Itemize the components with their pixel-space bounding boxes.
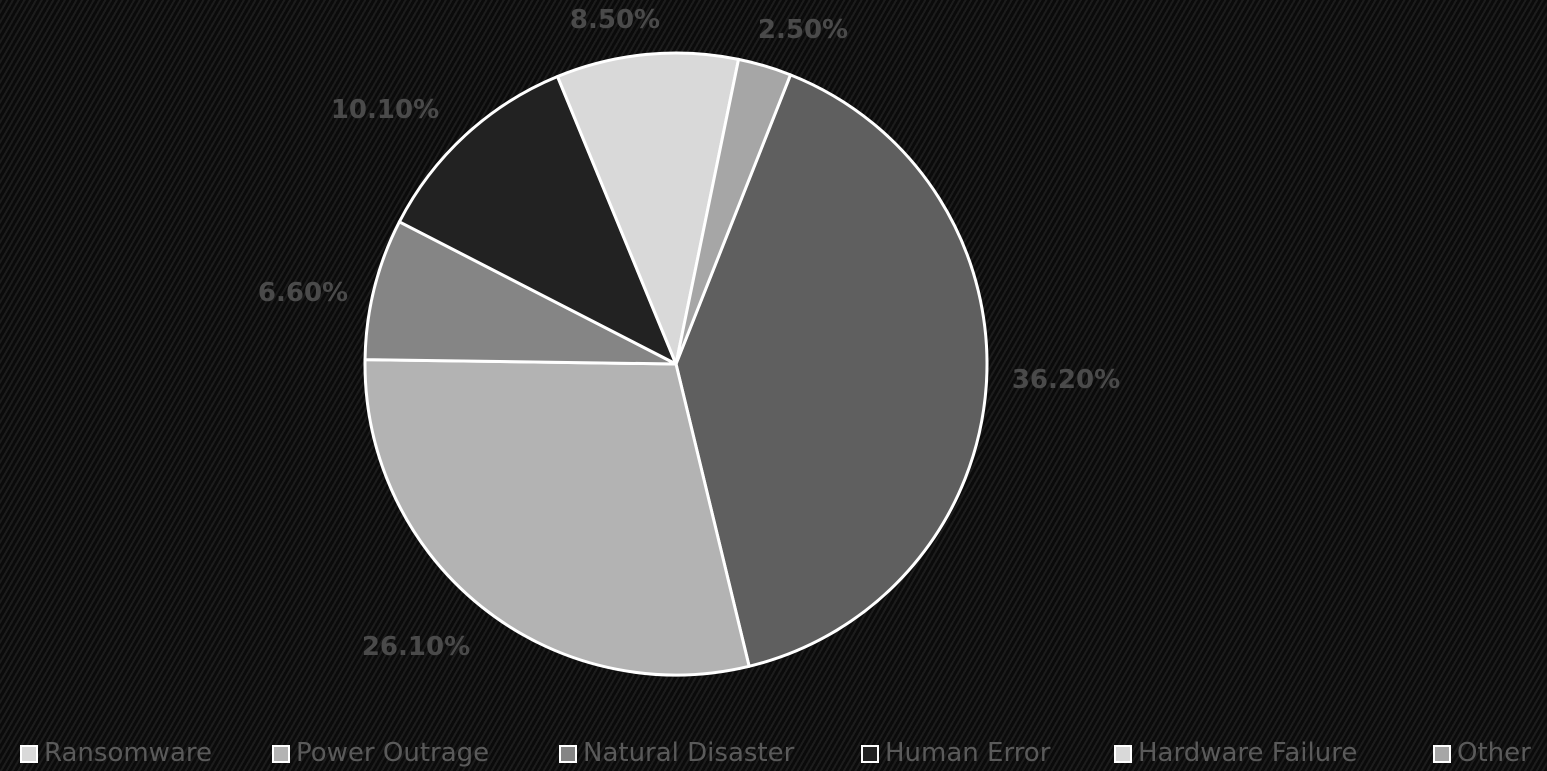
legend-swatch — [20, 744, 38, 763]
data-label-other: 2.50% — [758, 15, 848, 45]
legend-item-power-outrage: Power Outrage — [272, 736, 489, 771]
legend-item-hardware-failure: Hardware Failure — [1114, 736, 1357, 771]
legend-label: Natural Disaster — [583, 738, 795, 768]
chart-legend: Ransomware Power Outrage Natural Disaste… — [0, 736, 1547, 771]
legend-swatch — [861, 744, 879, 763]
legend-item-ransomware: Ransomware — [20, 736, 212, 771]
pie-slices — [363, 51, 989, 677]
legend-swatch — [559, 744, 577, 763]
pie-slice-human-error — [397, 74, 678, 366]
pie-slice-natural-disaster — [363, 220, 678, 366]
data-label-ransomware: 8.50% — [570, 5, 660, 35]
legend-swatch — [1114, 744, 1132, 763]
data-label-hardware-failure: 36.20% — [1012, 365, 1120, 395]
legend-swatch — [272, 744, 290, 763]
pie-data-labels: 36.20% 26.10% 6.60% 10.10% 8.50% 2.50% — [258, 5, 1120, 662]
data-label-human-error: 10.10% — [331, 95, 439, 125]
pie-slice-other — [674, 57, 792, 366]
pie-slice-power-outrage — [363, 358, 751, 677]
pie-slice-hardware-failure — [674, 73, 989, 668]
legend-item-human-error: Human Error — [861, 736, 1050, 771]
legend-label: Power Outrage — [296, 738, 490, 768]
data-label-natural-disaster: 6.60% — [258, 278, 348, 308]
legend-item-other: Other — [1433, 736, 1531, 771]
legend-label: Hardware Failure — [1138, 738, 1358, 768]
legend-swatch — [1433, 744, 1451, 763]
pie-slice-ransomware — [555, 51, 741, 366]
legend-item-natural-disaster: Natural Disaster — [559, 736, 794, 771]
data-label-power-outrage: 26.10% — [362, 632, 470, 662]
legend-label: Ransomware — [44, 738, 212, 768]
legend-label: Other — [1457, 738, 1531, 768]
legend-label: Human Error — [885, 738, 1051, 768]
